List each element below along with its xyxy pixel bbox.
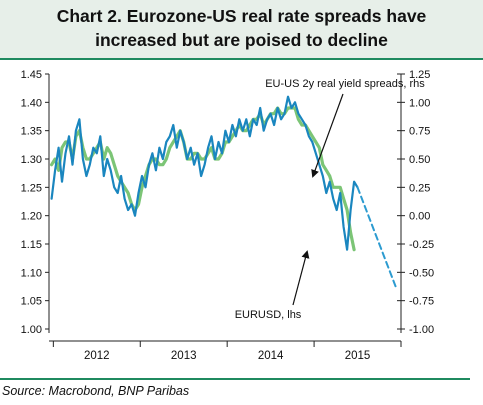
spread-annotation-label: EU-US 2y real yield spreads, rhs xyxy=(265,78,425,90)
chart-title-block: Chart 2. Eurozone-US real rate spreads h… xyxy=(0,0,483,60)
right-tick-label: 0.00 xyxy=(409,211,430,223)
left-tick-label: 1.35 xyxy=(21,126,42,138)
left-tick-label: 1.10 xyxy=(21,267,42,279)
right-tick-label: -1.00 xyxy=(409,324,434,336)
chart-title-line-1: Chart 2. Eurozone-US real rate spreads h… xyxy=(56,6,427,26)
right-tick-label: -0.50 xyxy=(409,267,434,279)
x-tick-label: 2015 xyxy=(345,350,371,362)
right-tick-label: 0.50 xyxy=(409,154,430,166)
left-tick-label: 1.15 xyxy=(21,239,42,251)
right-tick-label: -0.25 xyxy=(409,239,434,251)
left-tick-label: 1.40 xyxy=(21,97,42,109)
projection-dashed-line xyxy=(356,186,398,291)
source-note: Source: Macrobond, BNP Paribas xyxy=(2,384,190,398)
x-tick-label: 2013 xyxy=(171,350,197,362)
right-tick-label: 1.25 xyxy=(409,69,430,81)
left-tick-label: 1.05 xyxy=(21,296,42,308)
left-tick-label: 1.00 xyxy=(21,324,42,336)
chart-plot: 1.45 1.40 1.35 1.30 1.25 1.20 1.15 1.10 1.05 1.00… xyxy=(21,69,435,362)
x-tick-label: 2014 xyxy=(258,350,284,362)
chart-title-line-2: increased but are poised to decline xyxy=(95,30,388,50)
right-tick-label: 0.75 xyxy=(409,126,430,138)
left-tick-label: 1.20 xyxy=(21,211,42,223)
eurusd-series-line xyxy=(49,106,356,252)
spread-series-line xyxy=(50,95,359,251)
left-tick-label: 1.45 xyxy=(21,69,42,81)
right-tick-label: 0.25 xyxy=(409,182,430,194)
footer-rule xyxy=(0,378,470,380)
eurusd-annotation-label: EURUSD, lhs xyxy=(235,309,302,321)
left-tick-label: 1.30 xyxy=(21,154,42,166)
x-tick-label: 2012 xyxy=(84,350,110,362)
right-tick-label: 1.00 xyxy=(409,97,430,109)
right-tick-label: -0.75 xyxy=(409,296,434,308)
left-tick-label: 1.25 xyxy=(21,182,42,194)
eurusd-annotation-arrow xyxy=(292,250,310,306)
spread-annotation-arrow xyxy=(311,93,344,178)
